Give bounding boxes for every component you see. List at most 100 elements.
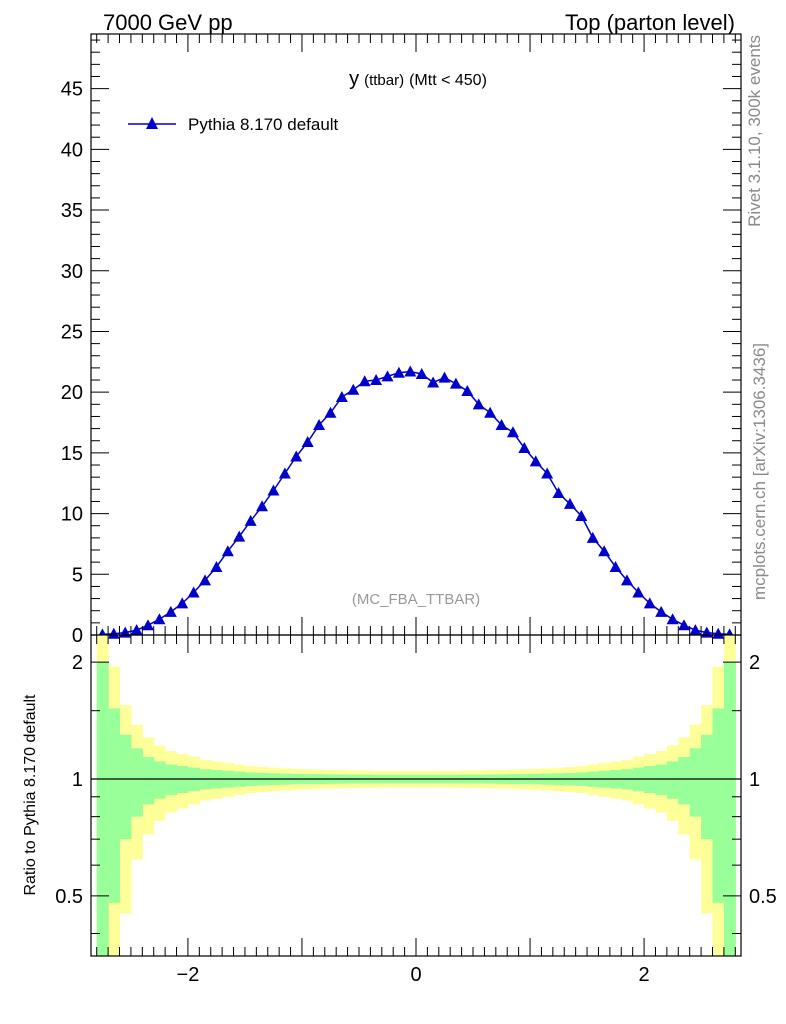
ratio-x-ticks: −2 0 2 <box>96 635 736 986</box>
data-point <box>392 366 405 378</box>
data-point <box>107 627 120 639</box>
data-point <box>609 561 622 573</box>
watermark: (MC_FBA_TTBAR) <box>352 591 480 608</box>
inner-band-bin <box>153 761 166 799</box>
data-point <box>221 545 234 557</box>
main-series <box>96 365 736 640</box>
data-point <box>712 627 725 639</box>
data-point <box>632 586 645 598</box>
legend: Pythia 8.170 default <box>128 115 339 134</box>
data-point <box>199 574 212 586</box>
data-point <box>153 613 166 625</box>
data-point <box>187 586 200 598</box>
ratio-tick-label-right: 1 <box>749 769 760 791</box>
y-tick-label: 35 <box>61 200 83 222</box>
data-point <box>506 426 519 438</box>
y-tick-label: 25 <box>61 321 83 343</box>
data-point <box>541 467 554 479</box>
data-point <box>313 418 326 430</box>
data-point <box>244 514 257 526</box>
title-rest: (Mtt < 450) <box>409 72 487 89</box>
title-small: (ttbar) <box>364 72 404 89</box>
ratio-y-ticks: 0.5 0.5 1 1 2 2 <box>55 652 777 934</box>
data-point <box>552 486 565 498</box>
data-point <box>666 613 679 625</box>
data-point <box>335 391 348 403</box>
y-tick-label: 10 <box>61 504 83 526</box>
data-point <box>176 597 189 609</box>
inner-band-bin <box>666 761 679 799</box>
data-point <box>620 574 633 586</box>
main-panel: y (ttbar) (Mtt < 450) (MC_FBA_TTBAR) Pythi… <box>61 33 742 647</box>
inner-band-bin <box>108 708 121 903</box>
inner-band-bin <box>723 662 736 956</box>
y-tick-label: 15 <box>61 443 83 465</box>
y-tick-label: 40 <box>61 139 83 161</box>
data-point <box>164 605 177 617</box>
header-right: Top (parton level) <box>565 10 735 35</box>
data-point <box>449 377 462 389</box>
data-point <box>358 375 371 387</box>
inner-band-bin <box>689 748 702 817</box>
data-point <box>655 605 668 617</box>
ratio-tick-label-right: 0.5 <box>749 886 777 908</box>
data-point <box>290 450 303 462</box>
inner-band-bin <box>655 764 668 795</box>
x-tick-label: 2 <box>639 964 650 986</box>
main-y-ticks: 0 5 10 15 20 25 30 35 40 45 <box>61 39 741 647</box>
ratio-panel: 0.5 0.5 1 1 2 2 −2 0 2 Ratio to Pythia 8.170 de… <box>22 634 777 986</box>
y-tick-label: 0 <box>72 625 83 647</box>
ratio-tick-label-left: 1 <box>72 769 83 791</box>
data-point <box>518 442 531 454</box>
data-point <box>301 435 314 447</box>
x-tick-label: −2 <box>177 964 200 986</box>
data-point <box>677 619 690 631</box>
y-tick-label: 5 <box>72 564 83 586</box>
plot-title: y (ttbar) (Mtt < 450) <box>349 68 487 90</box>
ratio-y-label: Ratio to Pythia 8.170 default <box>22 694 39 896</box>
ratio-tick-label-right: 2 <box>749 652 760 674</box>
data-point <box>495 418 508 430</box>
data-point <box>347 383 360 395</box>
y-tick-label: 30 <box>61 261 83 283</box>
data-point <box>689 624 702 636</box>
ratio-frame <box>90 634 742 957</box>
legend-label: Pythia 8.170 default <box>188 115 339 134</box>
inner-band-bin <box>712 708 725 903</box>
inner-band-bin <box>119 734 132 840</box>
data-point <box>256 500 269 512</box>
y-tick-label: 45 <box>61 79 83 101</box>
data-point <box>278 467 291 479</box>
data-point <box>130 624 143 636</box>
data-point <box>586 531 599 543</box>
inner-band-bin <box>142 756 155 805</box>
data-point <box>233 530 246 542</box>
data-point <box>438 371 451 383</box>
ratio-tick-label-left: 0.5 <box>55 886 83 908</box>
inner-band-bin <box>678 756 691 805</box>
main-x-ticks <box>96 34 736 635</box>
ratio-tick-label-left: 2 <box>72 652 83 674</box>
x-tick-label: 0 <box>410 964 421 986</box>
data-point <box>563 497 576 509</box>
data-point <box>415 367 428 379</box>
inner-band-bin <box>701 734 714 840</box>
data-point <box>598 545 611 557</box>
inner-band-bin <box>165 764 178 795</box>
data-point <box>575 510 588 522</box>
data-point <box>404 365 417 377</box>
data-point <box>484 406 497 418</box>
title-main: y <box>349 68 359 90</box>
rivet-label: Rivet 3.1.10, 300k events <box>745 35 764 227</box>
ratio-bands <box>96 635 736 956</box>
data-point <box>324 406 337 418</box>
inner-band-bin <box>130 748 143 817</box>
data-point <box>142 619 155 631</box>
data-point <box>461 384 474 396</box>
data-point <box>472 398 485 410</box>
data-point <box>643 597 656 609</box>
header-left: 7000 GeV pp <box>103 10 233 35</box>
mcplots-label: mcplots.cern.ch [arXiv:1306.3436] <box>750 343 769 600</box>
y-tick-label: 20 <box>61 382 83 404</box>
